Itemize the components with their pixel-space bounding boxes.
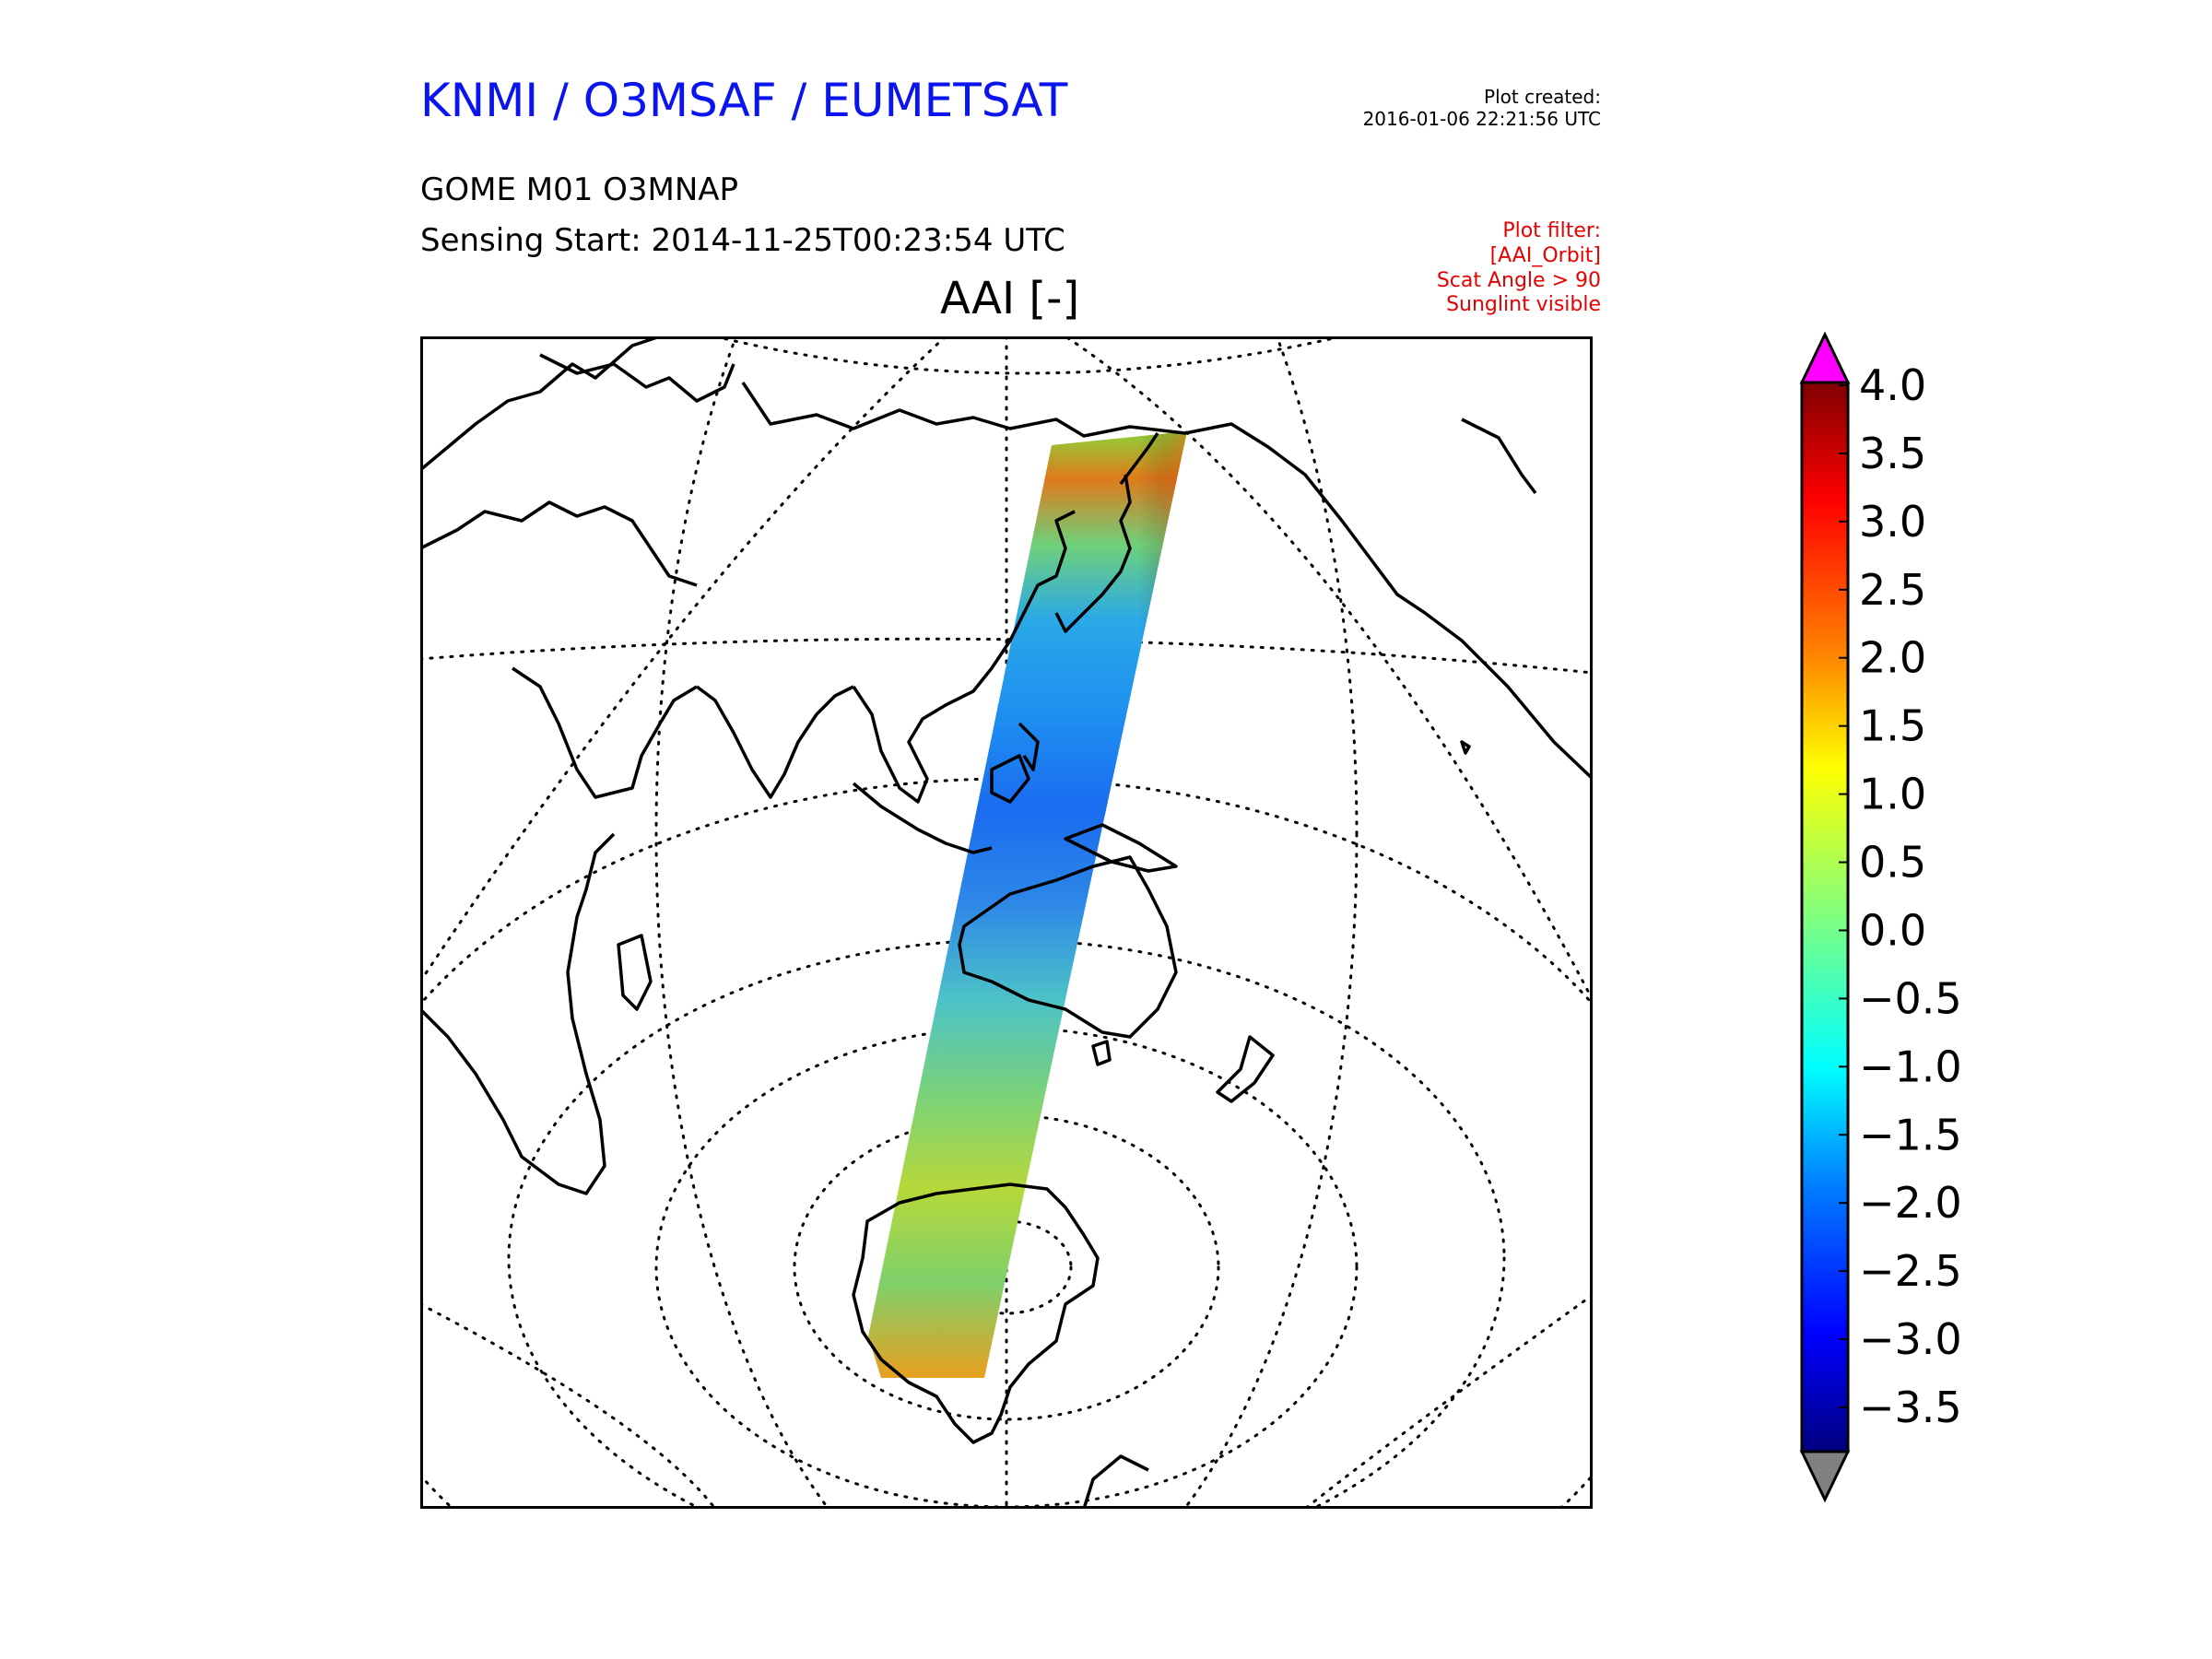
coast-philippines: [1018, 722, 1040, 771]
coast-mediterranean: [420, 500, 698, 587]
colorbar-tick-label: −1.5: [1859, 1110, 1962, 1159]
coast-scandinavia: [539, 353, 735, 403]
colorbar-gradient: [1800, 381, 1850, 1453]
colorbar-tick-label: −3.0: [1859, 1314, 1962, 1364]
coast-eurasia-arctic: [741, 382, 1593, 781]
coast-arabia: [512, 666, 698, 799]
coast-india: [695, 685, 854, 799]
colorbar-tick-label: −3.5: [1859, 1382, 1962, 1432]
coast-australia: [958, 855, 1178, 1039]
graticule-meridian: [420, 336, 947, 983]
coast-borneo: [990, 754, 1030, 804]
colorbar-tick-label: −2.0: [1859, 1178, 1962, 1228]
colorbar-tick-label: 3.0: [1859, 497, 1926, 547]
coast-madagascar: [617, 934, 653, 1011]
coastlines: [420, 336, 1593, 1509]
graticule-meridian: [1303, 1293, 1593, 1509]
satellite-swath: [868, 431, 1187, 1378]
plot-filter: Plot filter: [AAI_Orbit] Scat Angle > 90…: [1437, 219, 1601, 318]
colorbar-tick-label: 3.5: [1859, 429, 1926, 478]
colorbar-under-extension: [1799, 1450, 1851, 1503]
map-title: AAI [-]: [940, 273, 1080, 324]
map-panel: [420, 336, 1593, 1509]
graticule-parallel: [507, 938, 1506, 1509]
colorbar-tick-label: 1.5: [1859, 701, 1926, 751]
graticule-meridian: [1064, 336, 1593, 1002]
coast-eurasia-north: [420, 336, 661, 472]
plot-filter-line: Scat Angle > 90: [1436, 268, 1601, 292]
coast-new-zealand: [1216, 1035, 1275, 1103]
plot-filter-line: [AAI_Orbit]: [1489, 243, 1601, 267]
colorbar-tick-label: 0.0: [1859, 905, 1926, 955]
plot-filter-line: Sunglint visible: [1446, 293, 1601, 317]
colorbar-tick-label: 1.0: [1859, 770, 1926, 819]
coast-south-america: [1082, 1454, 1149, 1509]
colorbar: 4.0 3.5 3.0 2.5 2.0 1.5 1.0 0.5 0.0 −0.5 −1.0 −1.5 −…: [1799, 332, 1962, 1503]
coast-indonesia: [852, 782, 993, 854]
map-border: [420, 336, 1593, 1509]
colorbar-tick-label: 0.5: [1859, 838, 1926, 888]
plot-created-value: 2016-01-06 22:21:56 UTC: [1362, 108, 1601, 130]
coast-antarctica: [852, 1182, 1100, 1444]
colorbar-tick-label: 4.0: [1859, 360, 1926, 410]
plot-filter-title: Plot filter:: [1502, 219, 1601, 242]
product-name: GOME M01 O3MNAP: [420, 171, 739, 208]
colorbar-tick-label: 2.5: [1859, 565, 1926, 615]
graticule-parallel: [713, 336, 1344, 375]
coast-pacific-island: [1460, 740, 1471, 755]
sensing-start: Sensing Start: 2014-11-25T00:23:54 UTC: [420, 222, 1065, 259]
colorbar-tick-label: 2.0: [1859, 633, 1926, 683]
plot-created-stamp: Plot created: 2016-01-06 22:21:56 UTC: [1363, 86, 1601, 130]
colorbar-tick-label: −2.5: [1859, 1246, 1962, 1296]
coast-kamchatka: [1461, 418, 1537, 495]
coast-africa: [420, 832, 616, 1195]
colorbar-over-extension: [1799, 332, 1851, 384]
colorbar-tick-label: −1.0: [1859, 1041, 1962, 1091]
coast-japan: [1054, 474, 1132, 633]
plot-created-label: Plot created:: [1484, 86, 1601, 108]
coast-seasia: [852, 510, 1076, 804]
organization-title: KNMI / O3MSAF / EUMETSAT: [420, 74, 1068, 127]
coast-sakhalin: [1119, 432, 1159, 486]
coast-tasmania: [1091, 1040, 1112, 1066]
colorbar-tick-label: −0.5: [1859, 973, 1962, 1023]
graticule-meridian: [654, 336, 1359, 1509]
swath-edge-shade: [868, 431, 1187, 1378]
